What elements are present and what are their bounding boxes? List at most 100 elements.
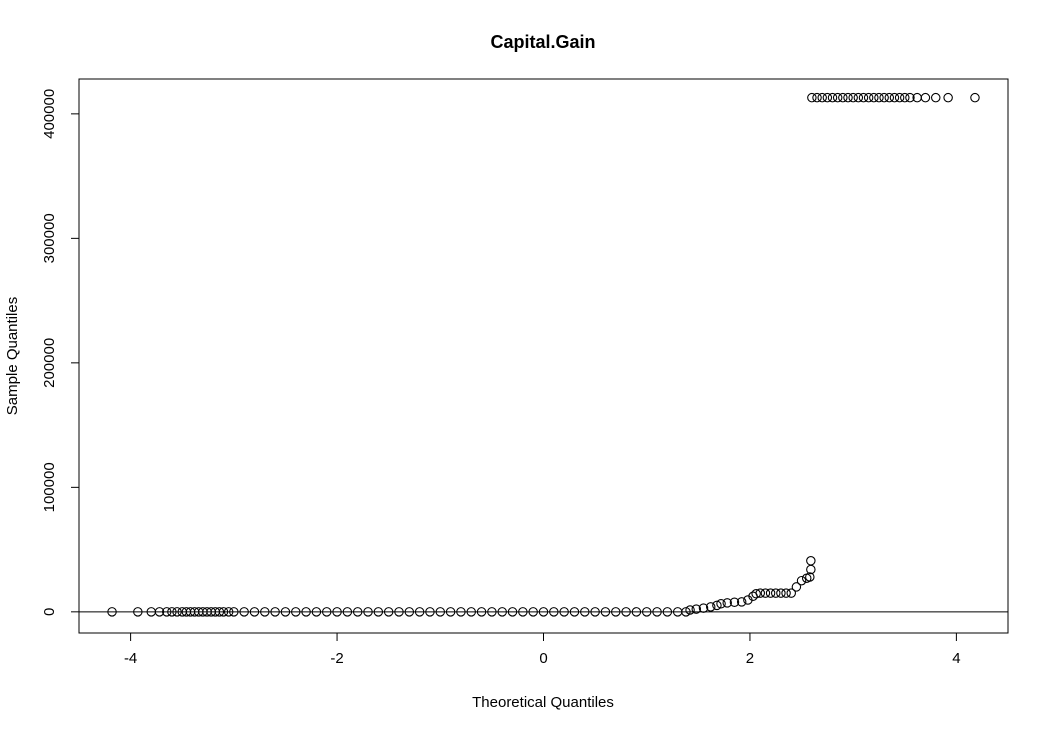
x-tick-label: -2 bbox=[330, 650, 343, 667]
y-tick-label: 100000 bbox=[41, 462, 58, 512]
data-point bbox=[806, 556, 816, 566]
data-point bbox=[435, 607, 446, 617]
data-point bbox=[716, 598, 726, 609]
data-point bbox=[621, 607, 631, 617]
data-point bbox=[705, 602, 716, 612]
data-point bbox=[214, 607, 225, 617]
data-point bbox=[280, 607, 291, 617]
data-point bbox=[770, 588, 781, 598]
data-point bbox=[879, 92, 889, 103]
y-tick-label: 300000 bbox=[41, 213, 58, 263]
x-tick-label: -4 bbox=[124, 650, 137, 667]
data-point bbox=[218, 607, 229, 617]
data-points bbox=[107, 92, 980, 617]
data-point bbox=[905, 92, 915, 103]
data-point bbox=[817, 92, 827, 103]
data-point bbox=[729, 597, 740, 607]
data-point bbox=[394, 607, 404, 617]
data-point bbox=[590, 607, 600, 617]
data-point bbox=[685, 605, 695, 615]
data-point bbox=[631, 607, 642, 617]
data-point bbox=[301, 607, 311, 617]
data-point bbox=[167, 607, 177, 617]
data-point bbox=[869, 92, 879, 103]
data-point bbox=[884, 92, 895, 103]
y-tick-label: 200000 bbox=[41, 338, 58, 388]
data-point bbox=[641, 607, 652, 617]
data-point bbox=[863, 92, 874, 103]
data-point bbox=[755, 588, 766, 598]
x-axis-label: Theoretical Quantiles bbox=[472, 694, 614, 711]
data-point bbox=[930, 92, 941, 103]
data-point bbox=[270, 607, 280, 617]
data-point bbox=[751, 589, 761, 599]
x-tick-label: 2 bbox=[746, 650, 754, 667]
data-point bbox=[611, 607, 621, 617]
data-point bbox=[900, 92, 910, 103]
data-point bbox=[848, 92, 858, 103]
data-point bbox=[600, 607, 611, 617]
data-point bbox=[445, 607, 456, 617]
data-point bbox=[291, 607, 301, 617]
y-axis-label: Sample Quantiles bbox=[4, 297, 21, 415]
data-point bbox=[559, 607, 569, 617]
data-point bbox=[487, 607, 497, 617]
data-point bbox=[943, 92, 953, 103]
data-point bbox=[549, 607, 559, 617]
data-point bbox=[260, 607, 270, 617]
data-point bbox=[781, 588, 791, 598]
data-point bbox=[874, 92, 884, 103]
x-tick-label: 4 bbox=[952, 650, 960, 667]
data-point bbox=[538, 607, 549, 617]
data-point bbox=[414, 607, 425, 617]
data-point bbox=[853, 92, 864, 103]
data-point bbox=[456, 607, 466, 617]
data-point bbox=[827, 92, 838, 103]
data-point bbox=[691, 604, 702, 614]
data-point bbox=[311, 607, 322, 617]
data-point bbox=[662, 607, 673, 617]
data-point bbox=[363, 607, 373, 617]
data-point bbox=[352, 607, 363, 617]
data-point bbox=[838, 92, 848, 103]
data-point bbox=[497, 607, 507, 617]
data-point bbox=[776, 588, 786, 598]
data-point bbox=[161, 607, 172, 617]
data-point bbox=[722, 598, 732, 608]
x-axis: -4 -2 0 2 4 bbox=[124, 632, 961, 667]
data-point bbox=[249, 607, 260, 617]
data-point bbox=[466, 607, 476, 617]
chart-title: Capital.Gain bbox=[490, 32, 595, 52]
data-point bbox=[373, 607, 384, 617]
data-point bbox=[404, 607, 415, 617]
data-point bbox=[342, 607, 353, 617]
data-point bbox=[858, 92, 869, 103]
data-point bbox=[239, 607, 249, 617]
data-point bbox=[133, 607, 143, 617]
data-point bbox=[528, 607, 538, 617]
data-point bbox=[321, 607, 332, 617]
x-tick-label: 0 bbox=[539, 650, 547, 667]
data-point bbox=[807, 92, 817, 103]
data-point bbox=[569, 607, 580, 617]
data-point bbox=[223, 607, 234, 617]
data-point bbox=[476, 607, 487, 617]
data-point bbox=[765, 588, 776, 598]
data-point bbox=[518, 607, 528, 617]
data-point bbox=[712, 600, 722, 611]
y-tick-label: 0 bbox=[41, 608, 58, 616]
y-tick-label: 400000 bbox=[41, 89, 58, 139]
data-point bbox=[791, 582, 802, 592]
data-point bbox=[736, 597, 747, 607]
data-point bbox=[812, 92, 822, 103]
data-point bbox=[843, 92, 853, 103]
data-point bbox=[332, 607, 342, 617]
data-point bbox=[805, 572, 815, 582]
data-point bbox=[894, 92, 905, 103]
data-point bbox=[425, 607, 435, 617]
data-point bbox=[154, 607, 165, 617]
data-point bbox=[970, 92, 980, 103]
data-point bbox=[832, 92, 843, 103]
data-point bbox=[920, 92, 931, 103]
